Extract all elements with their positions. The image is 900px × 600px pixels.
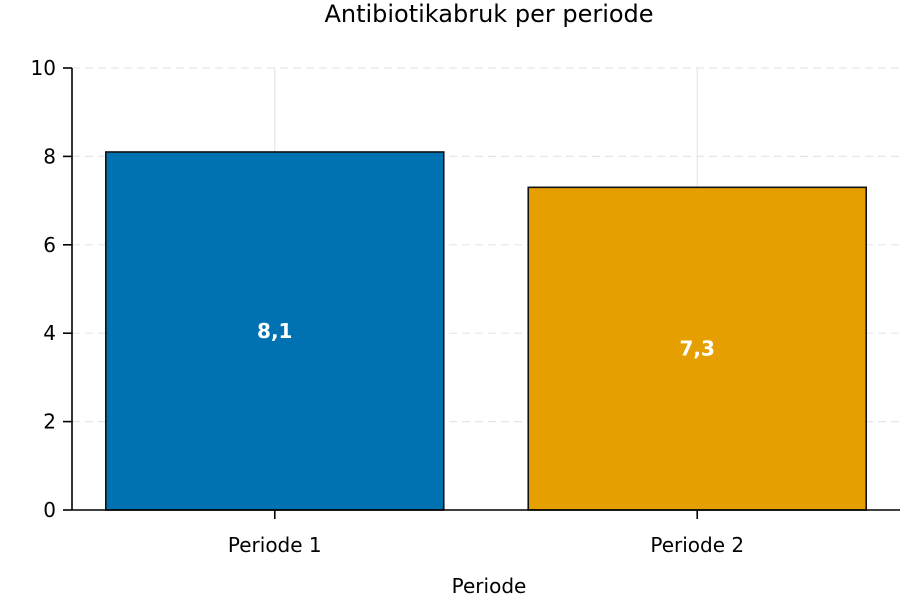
x-axis-title: Periode [452, 574, 527, 598]
y-tick-label: 6 [43, 233, 56, 257]
x-tick-label: Periode 1 [228, 533, 322, 557]
y-tick-label: 0 [43, 498, 56, 522]
bar-value-label: 8,1 [257, 319, 292, 343]
bar-1 [104, 151, 445, 511]
chart-title: Antibiotikabruk per periode [324, 0, 653, 28]
y-tick-label: 8 [43, 144, 56, 168]
bars [104, 151, 868, 511]
bar-value-label: 7,3 [680, 337, 715, 361]
y-tick-label: 2 [43, 410, 56, 434]
axes [71, 68, 900, 511]
bar-labels: 8,1 7,3 [257, 319, 715, 361]
x-tick-label: Periode 2 [650, 533, 744, 557]
x-axis-ticks: Periode 1 Periode 2 [228, 510, 744, 557]
y-axis-ticks: 0 2 4 6 8 10 [31, 56, 72, 522]
y-tick-label: 10 [31, 56, 56, 80]
y-tick-label: 4 [43, 321, 56, 345]
